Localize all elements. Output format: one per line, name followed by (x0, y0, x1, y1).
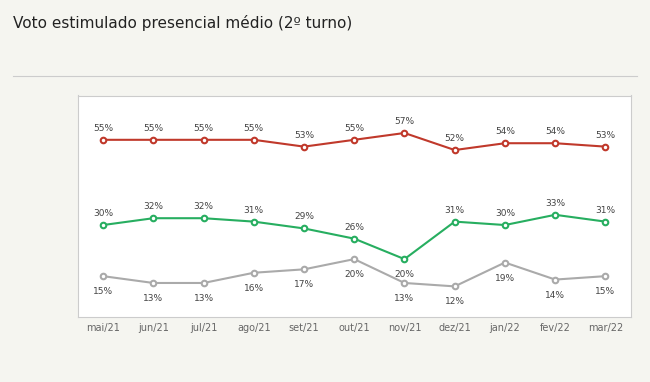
Text: 13%: 13% (395, 294, 415, 303)
Text: 20%: 20% (344, 270, 364, 279)
Legend: Lula, Bolsonaro, NS/B/N: Lula, Bolsonaro, NS/B/N (238, 377, 471, 382)
Text: 19%: 19% (495, 274, 515, 283)
Text: 57%: 57% (395, 117, 415, 126)
Text: 53%: 53% (595, 131, 616, 140)
Text: 54%: 54% (545, 127, 565, 136)
Text: 55%: 55% (143, 124, 163, 133)
Text: Voto estimulado presencial médio (2º turno): Voto estimulado presencial médio (2º tur… (13, 15, 352, 31)
Text: 12%: 12% (445, 298, 465, 306)
Text: 54%: 54% (495, 127, 515, 136)
Text: 15%: 15% (93, 287, 113, 296)
Text: 17%: 17% (294, 280, 314, 290)
Text: 14%: 14% (545, 291, 565, 299)
Text: 20%: 20% (395, 270, 415, 279)
Text: 30%: 30% (93, 209, 113, 218)
Text: 55%: 55% (344, 124, 364, 133)
Text: 33%: 33% (545, 199, 566, 208)
Text: 31%: 31% (445, 206, 465, 215)
Text: 13%: 13% (194, 294, 214, 303)
Text: 30%: 30% (495, 209, 515, 218)
Text: 53%: 53% (294, 131, 314, 140)
Text: 29%: 29% (294, 212, 314, 222)
Text: 13%: 13% (143, 294, 163, 303)
Text: 52%: 52% (445, 134, 465, 143)
Text: 55%: 55% (244, 124, 264, 133)
Text: 55%: 55% (194, 124, 214, 133)
Text: 32%: 32% (194, 202, 214, 211)
Text: 55%: 55% (93, 124, 113, 133)
Text: 16%: 16% (244, 284, 264, 293)
Text: 31%: 31% (244, 206, 264, 215)
Text: 32%: 32% (144, 202, 163, 211)
Text: 26%: 26% (344, 223, 364, 232)
Text: 31%: 31% (595, 206, 616, 215)
Text: 15%: 15% (595, 287, 616, 296)
